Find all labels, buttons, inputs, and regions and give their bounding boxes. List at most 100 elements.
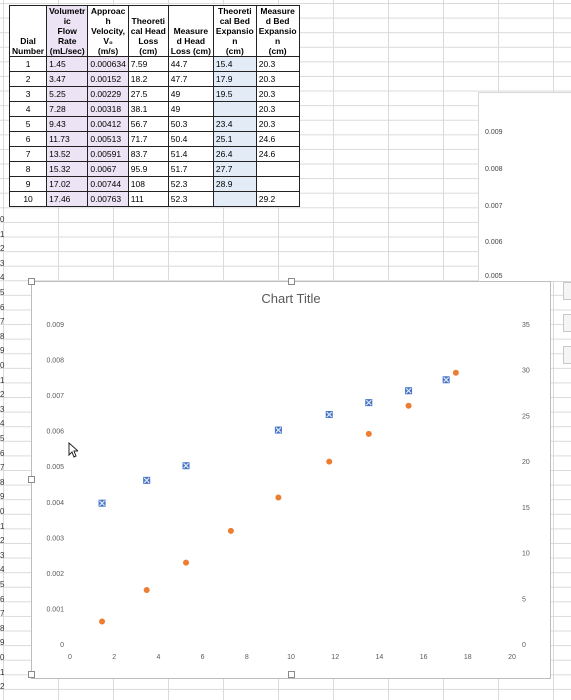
row-number[interactable]: 8 [0,477,5,487]
row-number[interactable]: 2 [0,244,5,254]
table-cell[interactable]: 0.00152 [87,71,129,87]
row-number[interactable]: 7 [0,463,5,473]
row-number[interactable]: 2 [0,536,5,546]
table-cell[interactable]: 20.3 [255,116,300,132]
chart-title[interactable]: Chart Title [261,291,321,306]
table-cell[interactable]: 3.47 [46,71,89,87]
table-cell[interactable]: 28.9 [212,176,257,192]
table-cell[interactable]: 17.02 [46,176,89,192]
row-number[interactable]: 6 [0,594,5,604]
table-cell[interactable]: 1.45 [46,56,89,72]
table-cell[interactable]: 0.0067 [87,161,129,177]
table-cell[interactable]: 50.4 [167,131,214,147]
table-cell[interactable]: 51.4 [167,146,214,162]
row-number[interactable]: 9 [0,346,5,356]
table-cell[interactable]: 15.4 [212,56,257,72]
table-cell[interactable]: 20.3 [255,86,300,102]
table-cell[interactable]: 17.46 [46,191,89,207]
column-header[interactable]: Volumetr ic Flow Rate (mL/sec) [46,5,89,57]
table-cell[interactable]: 19.5 [212,86,257,102]
row-number[interactable]: 0 [0,507,5,516]
table-cell[interactable]: 0.00412 [87,116,129,132]
table-cell[interactable]: 44.7 [167,56,214,72]
table-cell[interactable]: 27.7 [212,161,257,177]
row-number[interactable]: 6 [0,448,5,458]
row-number[interactable]: 4 [0,565,5,575]
resize-handle[interactable] [28,476,35,483]
row-number[interactable]: 3 [0,404,5,414]
resize-handle[interactable] [28,278,35,285]
chart-filters-button[interactable] [563,346,571,364]
table-cell[interactable]: 0.00744 [87,176,129,192]
table-cell[interactable]: 20.3 [255,71,300,87]
table-cell[interactable]: 52.3 [167,191,214,207]
table-cell[interactable]: 71.7 [127,131,169,147]
table-cell[interactable]: 20.3 [255,56,300,72]
table-cell[interactable]: 11.73 [46,131,89,147]
row-number[interactable]: 8 [0,623,5,633]
row-number[interactable]: 3 [0,550,5,560]
table-cell[interactable]: 1 [8,56,48,72]
row-number[interactable]: 1 [0,521,5,531]
table-cell[interactable] [255,161,300,177]
table-cell[interactable]: 108 [127,176,169,192]
table-cell[interactable]: 7.28 [46,101,89,117]
row-number[interactable]: 6 [0,302,5,312]
chart-elements-button[interactable] [563,282,571,300]
column-header[interactable]: Theoreti cal Head Loss (cm) [127,5,169,57]
row-number[interactable]: 4 [0,273,5,283]
row-number[interactable]: 7 [0,609,5,619]
row-number[interactable]: 0 [0,361,5,370]
resize-handle[interactable] [288,671,295,678]
row-number[interactable]: 9 [0,638,5,648]
table-cell[interactable]: 52.3 [167,176,214,192]
table-cell[interactable]: 6 [8,131,48,147]
row-number[interactable]: 1 [0,667,5,677]
table-cell[interactable]: 18.2 [127,71,169,87]
table-cell[interactable]: 50.3 [167,116,214,132]
row-number[interactable]: 1 [0,229,5,239]
table-cell[interactable]: 111 [127,191,169,207]
table-cell[interactable]: 0.00763 [87,191,129,207]
table-cell[interactable]: 13.52 [46,146,89,162]
table-cell[interactable]: 0.00513 [87,131,129,147]
resize-handle[interactable] [28,671,35,678]
table-cell[interactable]: 49 [167,101,214,117]
table-cell[interactable]: 5.25 [46,86,89,102]
chart-styles-button[interactable] [563,314,571,332]
row-number[interactable]: 0 [0,653,5,662]
table-cell[interactable]: 8 [8,161,48,177]
table-cell[interactable]: 23.4 [212,116,257,132]
table-cell[interactable] [255,176,300,192]
table-cell[interactable]: 15.32 [46,161,89,177]
row-number[interactable]: 5 [0,580,5,589]
table-cell[interactable] [212,191,257,207]
resize-handle[interactable] [288,278,295,285]
background-chart-panel[interactable]: 0.009 0.008 0.007 0.006 0.005 [478,92,571,282]
table-cell[interactable]: 47.7 [167,71,214,87]
table-cell[interactable]: 95.9 [127,161,169,177]
table-cell[interactable]: 17.9 [212,71,257,87]
row-number[interactable]: 2 [0,682,5,692]
row-number[interactable]: 9 [0,492,5,502]
table-cell[interactable]: 9.43 [46,116,89,132]
row-number[interactable]: 8 [0,331,5,341]
table-cell[interactable]: 4 [8,101,48,117]
row-number[interactable]: 5 [0,288,5,297]
table-cell[interactable]: 51.7 [167,161,214,177]
row-number[interactable]: 0 [0,215,5,224]
table-cell[interactable]: 49 [167,86,214,102]
column-header[interactable]: Approac h Velocity, V₀ (m/s) [87,5,129,57]
table-cell[interactable]: 0.000634 [87,56,129,72]
table-cell[interactable]: 29.2 [255,191,300,207]
row-number[interactable]: 2 [0,390,5,400]
table-cell[interactable]: 2 [8,71,48,87]
table-cell[interactable]: 56.7 [127,116,169,132]
table-cell[interactable] [212,101,257,117]
table-cell[interactable]: 9 [8,176,48,192]
row-number[interactable]: 1 [0,375,5,385]
row-number[interactable]: 4 [0,419,5,429]
table-cell[interactable]: 26.4 [212,146,257,162]
column-header[interactable]: Measure d Bed Expansio n (cm) [255,5,300,57]
column-header[interactable]: Theoreti cal Bed Expansio n (cm) [212,5,257,57]
